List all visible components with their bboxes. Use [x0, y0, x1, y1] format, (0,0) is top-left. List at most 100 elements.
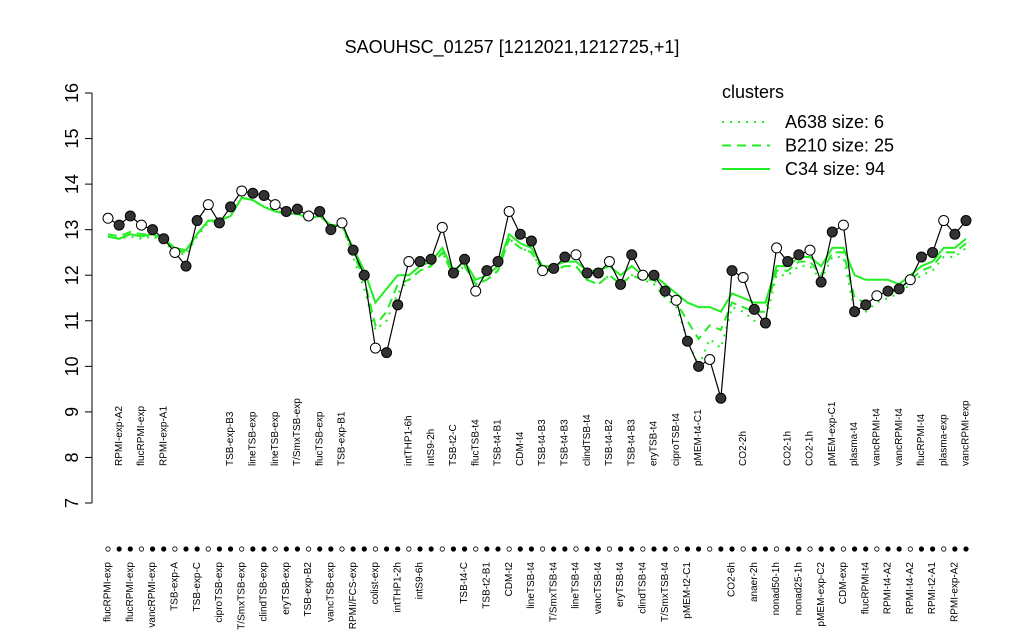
rug-dot	[305, 546, 312, 552]
rug-dot	[417, 546, 423, 552]
rug-dot	[473, 546, 479, 552]
data-point	[447, 267, 459, 279]
x-tick-label: lineTSB-t4	[571, 562, 582, 609]
data-point	[615, 278, 627, 290]
legend-label: A638 size: 6	[785, 112, 884, 132]
x-tick-label: pMEM-t2-C1	[682, 562, 693, 619]
x-tick-label: lineTSB-exp	[247, 411, 258, 466]
x-tick-label: clindTSB-t4	[582, 414, 593, 466]
rug-dot	[562, 546, 568, 552]
data-point	[581, 267, 593, 279]
rug-dot	[673, 546, 679, 552]
rug-dot	[707, 546, 713, 552]
x-tick-label: TSB-t4-B3	[537, 419, 548, 466]
x-tick-label: clindTSB-exp	[259, 562, 270, 622]
y-tick-label: 7	[62, 498, 82, 508]
data-point	[314, 205, 326, 217]
x-tick-label: T/SmxTSB-t4	[660, 562, 671, 622]
data-point	[191, 215, 203, 227]
data-point	[459, 253, 471, 265]
y-tick-label: 15	[62, 129, 82, 149]
x-tick-label: vancTSB-exp	[325, 562, 336, 622]
rug-dot	[617, 546, 624, 552]
rug-dot	[105, 546, 111, 552]
rug-dot	[461, 546, 468, 552]
x-tick-label: CDM-t4	[515, 431, 526, 466]
x-tick-label: flucTSB-exp	[314, 411, 325, 466]
data-point	[748, 303, 760, 315]
x-tick-label: flucRPMI-t4	[860, 562, 871, 615]
data-point	[280, 205, 292, 217]
data-point	[470, 285, 482, 297]
data-point	[637, 269, 649, 281]
x-tick-label: TSB-exp-B2	[303, 562, 314, 617]
legend-label: B210 size: 25	[785, 136, 894, 156]
rug-dot	[640, 546, 646, 552]
x-tick-label: flucRPMI-exp	[103, 562, 114, 622]
rug-dot	[350, 546, 356, 552]
data-point	[269, 199, 281, 211]
x-tick-label: intTHP1-2h	[392, 562, 403, 613]
rug-dot	[183, 546, 189, 552]
data-point	[626, 249, 638, 261]
data-point	[759, 317, 771, 329]
rug-dot	[439, 546, 445, 552]
x-tick-label: ciproTSB-t4	[671, 413, 682, 466]
data-point	[570, 249, 582, 261]
data-point	[124, 210, 136, 222]
data-point	[782, 256, 794, 268]
rug-dot	[595, 546, 601, 552]
data-point	[147, 224, 159, 236]
data-point	[303, 210, 315, 222]
rug-dot	[227, 546, 234, 552]
data-point	[213, 217, 225, 229]
data-point	[826, 226, 838, 238]
x-tick-label: TSB-t4-B1	[493, 419, 504, 466]
x-tick-label: TSB-t2-C	[448, 424, 459, 466]
data-point	[102, 212, 114, 224]
data-point	[849, 306, 861, 318]
x-tick-label: eryTSB-exp	[281, 562, 292, 615]
x-tick-label: RPMI-exp-A2	[949, 562, 960, 622]
rug-dot	[138, 546, 145, 552]
rug-dot	[584, 546, 590, 552]
y-tick-label: 9	[62, 407, 82, 417]
rug-dot	[149, 546, 156, 552]
data-point	[804, 244, 816, 256]
x-tick-label: pMEM-exp-C2	[816, 562, 827, 627]
data-point	[704, 354, 716, 365]
y-tick-label: 10	[62, 356, 82, 376]
rug-dot	[294, 546, 301, 552]
data-point	[681, 335, 693, 347]
data-point	[737, 272, 749, 283]
x-tick-label: TSB-t4-C	[459, 562, 470, 604]
data-point	[559, 251, 571, 263]
x-tick-label: TSB-exp-B3	[225, 411, 236, 466]
data-point	[548, 262, 560, 274]
data-point	[202, 199, 214, 211]
x-tick-label: T/SmxTSB-exp	[236, 562, 247, 630]
data-point	[670, 294, 682, 306]
y-tick-label: 11	[62, 311, 82, 330]
rug-dot	[807, 546, 813, 552]
x-tick-label: RPMI-exp-A2	[114, 406, 125, 466]
x-tick-label: vancRPMI-t4	[894, 408, 905, 466]
rug-dot	[272, 546, 278, 552]
rug-dot	[317, 546, 323, 552]
rug-dot	[283, 546, 289, 552]
x-tick-label: CDM-exp	[838, 562, 849, 605]
x-tick-label: CO2-6h	[727, 562, 738, 597]
rug-dot	[573, 546, 579, 552]
legend-label: C34 size: 94	[785, 159, 885, 179]
rug-dot	[517, 546, 523, 552]
rug-dot	[718, 546, 724, 552]
rug-dot	[785, 546, 791, 552]
y-tick-label: 8	[62, 452, 82, 462]
data-point	[514, 228, 526, 240]
y-tick-label: 12	[62, 265, 82, 285]
x-tick-label: vancTSB-t4	[593, 562, 604, 615]
data-point	[358, 269, 370, 281]
x-tick-label: TSB-exp-B1	[337, 411, 348, 466]
rug-dot	[383, 546, 390, 552]
